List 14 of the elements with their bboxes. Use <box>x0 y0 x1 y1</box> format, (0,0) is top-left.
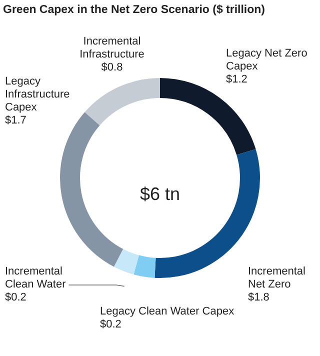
data-label: $0.8 <box>101 62 123 74</box>
data-label: $0.2 <box>5 292 26 304</box>
data-label: $1.2 <box>226 74 248 86</box>
slice-label: Incremental Net Zero <box>248 266 306 291</box>
slice-label: Incremental Infrastructure <box>80 36 144 61</box>
chart-title: Green Capex in the Net Zero Scenario ($ trillion) <box>3 4 266 16</box>
slice-label: Legacy Infrastructure Capex <box>5 76 70 114</box>
text: $6 tn <box>140 184 180 204</box>
data-label: $1.8 <box>248 292 270 304</box>
slice-label: Legacy Net Zero Capex <box>226 48 308 73</box>
slice-label: Legacy Clean Water Capex <box>100 306 235 318</box>
slice-label: Incremental Clean Water <box>5 266 66 291</box>
data-label: $1.7 <box>5 114 26 127</box>
data-label: $0.2 <box>100 318 122 331</box>
